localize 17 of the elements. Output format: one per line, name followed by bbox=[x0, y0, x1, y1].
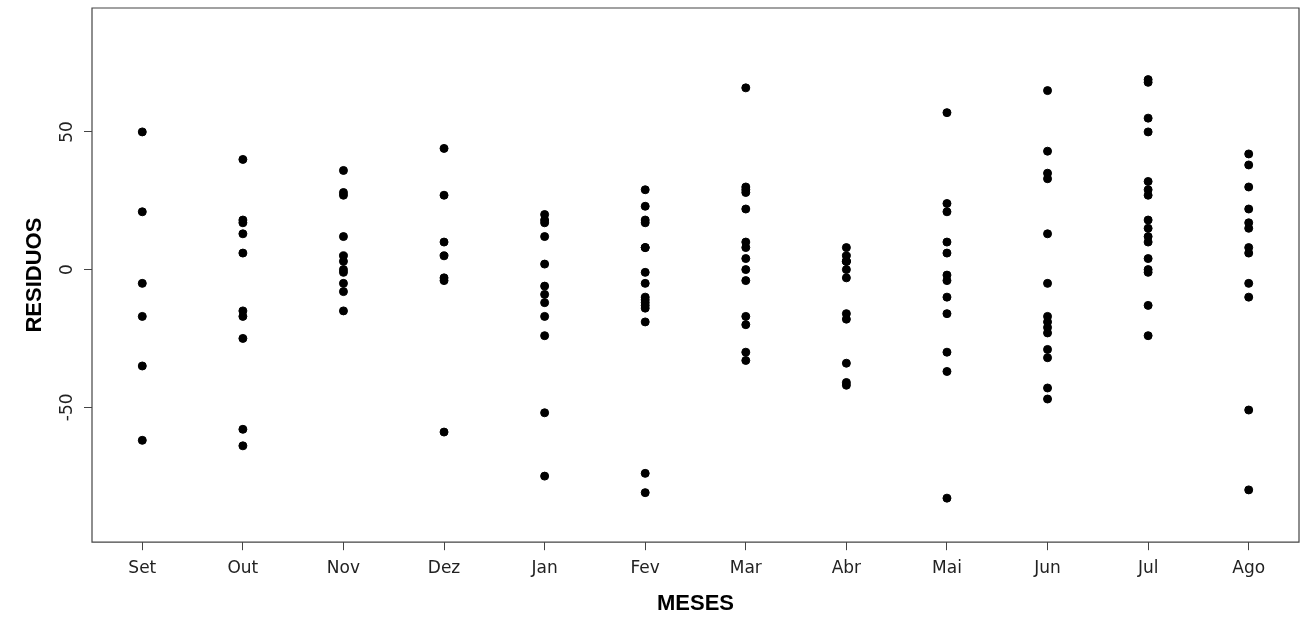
x-tick-label: Mai bbox=[932, 556, 962, 577]
x-tick-label: Jan bbox=[530, 556, 558, 577]
x-tick-label: Abr bbox=[831, 556, 862, 577]
y-tick-label: 0 bbox=[56, 264, 77, 276]
x-axis-title: MESES bbox=[656, 589, 735, 615]
x-tick-label: Mar bbox=[729, 556, 762, 577]
x-tick-label: Nov bbox=[326, 556, 361, 577]
x-tick-label: Set bbox=[128, 556, 157, 577]
x-tick-label: Dez bbox=[427, 556, 461, 577]
y-tick-label: 50 bbox=[56, 121, 77, 143]
x-tick-label: Ago bbox=[1232, 556, 1266, 577]
x-tick-label: Out bbox=[227, 556, 259, 577]
x-tick-label: Fev bbox=[630, 556, 660, 577]
y-tick-label: -50 bbox=[56, 393, 77, 422]
x-tick-label: Jul bbox=[1136, 556, 1159, 577]
y-axis-title: RESIDUOS bbox=[21, 217, 47, 333]
x-tick-label: Jun bbox=[1033, 556, 1061, 577]
